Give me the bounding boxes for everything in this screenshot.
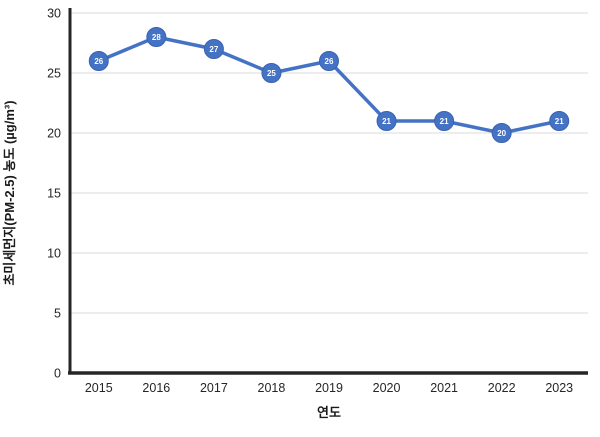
y-tick-label: 30 (47, 7, 61, 21)
data-point-marker (146, 27, 167, 47)
x-tick-label: 2015 (85, 381, 113, 395)
gridlines (70, 12, 588, 314)
y-tick-label: 10 (47, 247, 61, 261)
data-point-label: 27 (209, 45, 218, 54)
y-axis-title: 초미세먼지(PM-2.5) 농도 (µg/m³) (2, 100, 17, 285)
data-point-marker (319, 51, 339, 71)
y-tick-label: 25 (47, 67, 61, 81)
x-tick-label: 2022 (488, 381, 516, 395)
x-tick-label: 2018 (258, 381, 286, 395)
x-tick-label: 2019 (315, 381, 343, 395)
data-point-label: 21 (555, 117, 564, 126)
data-point-label: 21 (440, 117, 449, 126)
data-point-marker (549, 111, 570, 131)
x-axis-title: 연도 (317, 405, 341, 420)
data-point-label: 28 (152, 33, 161, 42)
data-point-marker (88, 51, 109, 71)
data-point-label: 20 (497, 129, 506, 138)
x-tick-label: 2016 (142, 381, 170, 395)
y-tick-label: 0 (54, 367, 61, 381)
y-tick-label: 20 (47, 127, 61, 141)
axes (68, 8, 588, 375)
x-tick-label: 2021 (430, 381, 458, 395)
data-point-label: 21 (382, 117, 391, 126)
data-point-marker (434, 111, 455, 131)
data-point-marker (261, 63, 282, 83)
x-tick-label: 2023 (545, 381, 573, 395)
data-point-label: 26 (325, 57, 334, 66)
y-tick-label: 5 (54, 307, 61, 321)
data-point-label: 25 (267, 69, 276, 78)
x-tick-label: 2020 (373, 381, 401, 395)
y-tick-label: 15 (47, 187, 61, 201)
data-series: 26 28 27 25 26 21 21 20 21 (88, 27, 570, 143)
data-point-marker (491, 123, 512, 143)
data-point-label: 26 (94, 57, 103, 66)
x-tick-label: 2017 (200, 381, 228, 395)
data-point-marker (203, 39, 224, 59)
data-point-marker (376, 111, 397, 131)
